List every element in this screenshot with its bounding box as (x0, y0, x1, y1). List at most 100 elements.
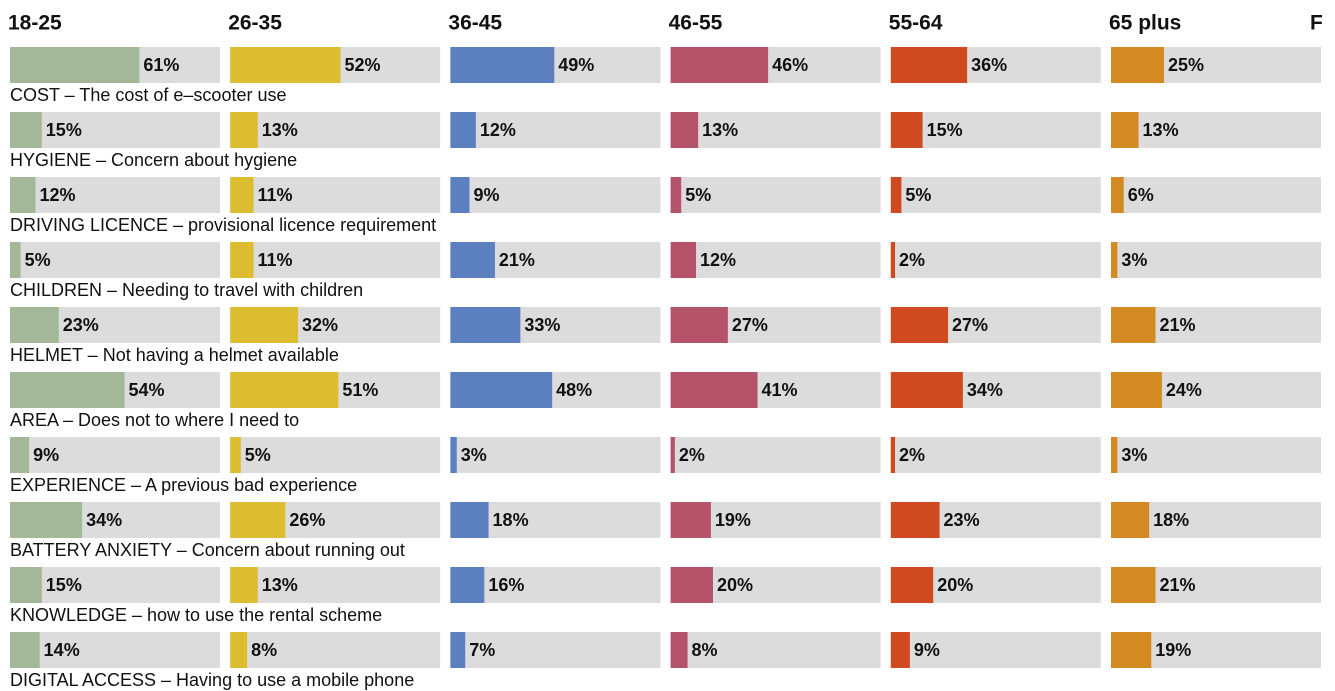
bar (230, 47, 341, 83)
bar-track (230, 437, 441, 473)
value-label: 51% (342, 380, 378, 400)
value-label: 9% (914, 640, 940, 660)
bar (230, 242, 254, 278)
category-label: DIGITAL ACCESS – Having to use a mobile … (10, 670, 414, 690)
bar (670, 242, 697, 278)
value-label: 3% (1121, 250, 1147, 270)
bar (450, 502, 489, 538)
value-label: 27% (952, 315, 988, 335)
bar (230, 632, 248, 668)
bar (1111, 47, 1164, 83)
bar (670, 502, 711, 538)
value-label: 34% (967, 380, 1003, 400)
value-label: 21% (1160, 315, 1196, 335)
bar (230, 502, 286, 538)
value-label: 41% (762, 380, 798, 400)
value-label: 8% (251, 640, 277, 660)
value-label: 8% (692, 640, 718, 660)
value-label: 23% (63, 315, 99, 335)
bar-track (10, 567, 220, 603)
value-label: 2% (899, 250, 925, 270)
value-label: 54% (128, 380, 164, 400)
bar-track (890, 242, 1101, 278)
bar-track (670, 437, 881, 473)
column-header: 36-45 (448, 12, 502, 35)
bar (670, 437, 675, 473)
value-label: 16% (488, 575, 524, 595)
bar (10, 502, 83, 538)
value-label: 18% (493, 510, 529, 530)
bar (670, 372, 758, 408)
column-header: 55-64 (889, 12, 943, 35)
bar (670, 307, 728, 343)
value-label: 12% (39, 185, 75, 205)
column-header: 26-35 (228, 12, 282, 35)
bar (10, 47, 140, 83)
value-label: 32% (302, 315, 338, 335)
bar (10, 307, 59, 343)
category-label: DRIVING LICENCE – provisional licence re… (10, 215, 436, 235)
value-label: 9% (473, 185, 499, 205)
bar (890, 242, 896, 278)
bar-track (10, 177, 220, 213)
value-label: 49% (558, 55, 594, 75)
value-label: 46% (772, 55, 808, 75)
category-label: KNOWLEDGE – how to use the rental scheme (10, 605, 382, 625)
value-label: 33% (524, 315, 560, 335)
bar-track (1111, 112, 1321, 148)
bar (1111, 242, 1118, 278)
bar (450, 307, 521, 343)
corner-label: F (1310, 12, 1323, 35)
value-label: 3% (461, 445, 487, 465)
value-label: 27% (732, 315, 768, 335)
bar-track (890, 437, 1101, 473)
bar (1111, 567, 1156, 603)
value-label: 14% (44, 640, 80, 660)
bar-track (450, 567, 661, 603)
value-label: 52% (344, 55, 380, 75)
bar-track (10, 632, 220, 668)
bar-track (230, 567, 441, 603)
bar-track (670, 112, 881, 148)
bar (670, 47, 769, 83)
category-label: AREA – Does not to where I need to (10, 410, 299, 430)
value-label: 3% (1121, 445, 1147, 465)
bar (890, 112, 923, 148)
bar (450, 47, 555, 83)
category-label: COST – The cost of e–scooter use (10, 85, 286, 105)
value-label: 21% (499, 250, 535, 270)
value-label: 12% (480, 120, 516, 140)
value-label: 34% (86, 510, 122, 530)
bar-track (230, 632, 441, 668)
bar (890, 372, 963, 408)
bar (1111, 177, 1124, 213)
bar-track (670, 242, 881, 278)
bar (450, 372, 553, 408)
bar (10, 567, 42, 603)
value-label: 9% (33, 445, 59, 465)
bar (1111, 632, 1152, 668)
value-label: 15% (927, 120, 963, 140)
bar (450, 242, 495, 278)
value-label: 24% (1166, 380, 1202, 400)
bar-track (450, 632, 661, 668)
value-label: 23% (944, 510, 980, 530)
bar (450, 437, 457, 473)
value-label: 21% (1160, 575, 1196, 595)
bar (450, 177, 470, 213)
bar (890, 502, 940, 538)
bar (230, 112, 258, 148)
bar-track (450, 112, 661, 148)
category-label: BATTERY ANXIETY – Concern about running … (10, 540, 405, 560)
bar (670, 177, 682, 213)
bar-track (670, 632, 881, 668)
bar-track (1111, 437, 1321, 473)
bar (890, 177, 902, 213)
bar-track (890, 177, 1101, 213)
bar-track (230, 177, 441, 213)
value-label: 15% (46, 120, 82, 140)
value-label: 11% (258, 250, 293, 270)
bar-track (450, 177, 661, 213)
value-label: 25% (1168, 55, 1204, 75)
